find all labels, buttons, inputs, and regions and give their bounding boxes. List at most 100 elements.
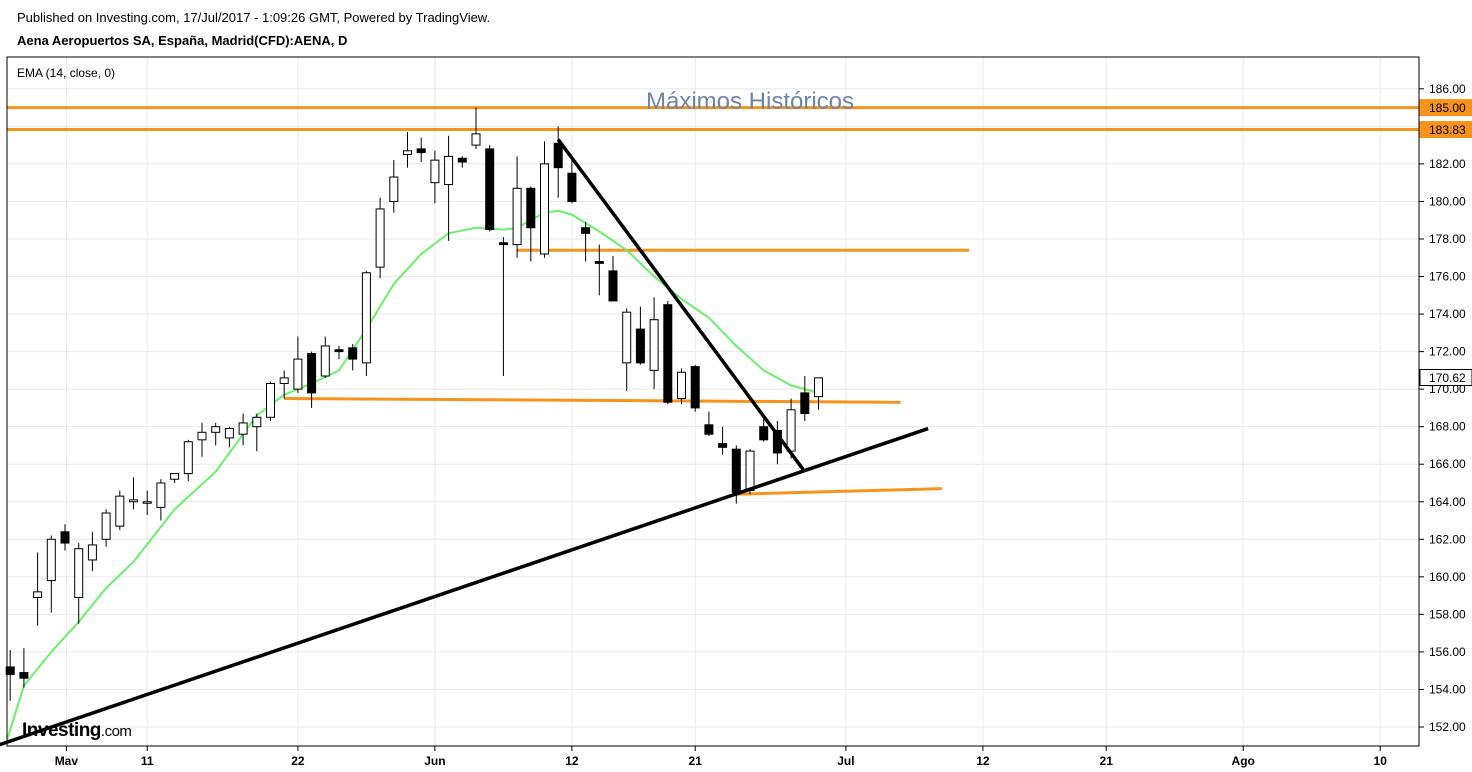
candle-down — [416, 148, 426, 154]
candle-down — [498, 242, 508, 246]
logo-suffix: .com — [100, 723, 132, 740]
candle-up — [87, 544, 97, 561]
candle-up — [389, 176, 399, 202]
y-tick-label: 178.00 — [1429, 232, 1466, 246]
price-tag-box — [1419, 121, 1472, 139]
x-tick-label: 21 — [1100, 754, 1114, 768]
price-axis: 152.00 154.00 156.00 158.00 160.00 162.00 164.… — [1419, 82, 1466, 734]
candle-down — [60, 531, 70, 544]
candle-down — [485, 148, 495, 231]
candle-down — [594, 261, 604, 264]
y-tick-label: 172.00 — [1429, 345, 1466, 359]
x-tick-label: 10 — [1374, 754, 1388, 768]
trend-lines — [0, 138, 929, 747]
candle-up — [46, 538, 56, 582]
x-tick-label: Mav — [55, 754, 79, 768]
y-tick-label: 182.00 — [1429, 157, 1466, 171]
candle-up — [279, 377, 289, 385]
y-tick-label: 162.00 — [1429, 532, 1466, 546]
y-tick-label: 186.00 — [1429, 82, 1466, 96]
candle-up — [183, 441, 193, 475]
candle-down — [690, 366, 700, 409]
price-tags: 185.00 183.83 170.62 — [1419, 99, 1472, 387]
candle-down — [800, 392, 810, 415]
price-tag-label: 185.00 — [1429, 101, 1466, 115]
candle-down — [718, 443, 728, 448]
candle-down — [334, 349, 344, 353]
candle-down — [731, 448, 741, 493]
candles — [5, 107, 823, 701]
candle-up — [74, 548, 84, 598]
candle-up — [224, 428, 234, 439]
y-tick-label: 152.00 — [1429, 720, 1466, 734]
candle-up — [622, 311, 632, 364]
y-tick-label: 180.00 — [1429, 194, 1466, 208]
ema-line — [6, 209, 819, 741]
trend-line — [556, 138, 807, 473]
trend-line — [0, 426, 929, 747]
time-axis: Mav1122Jun1221Jul1221Ago1021Sep1 — [55, 746, 1388, 768]
candle-up — [375, 208, 385, 268]
support-resistance-line — [736, 487, 942, 496]
y-tick-label: 156.00 — [1429, 645, 1466, 659]
candle-up — [211, 426, 221, 433]
price-tag-box — [1419, 369, 1472, 387]
logo-name: Investing — [22, 720, 101, 741]
y-tick-label: 160.00 — [1429, 570, 1466, 584]
y-tick-label: 166.00 — [1429, 457, 1466, 471]
y-tick-label: 176.00 — [1429, 270, 1466, 284]
candle-up — [430, 159, 440, 184]
candle-up — [170, 473, 180, 480]
annotation-label: Máximos Históricos — [646, 88, 854, 115]
candle-down — [581, 227, 591, 234]
candle-up — [677, 371, 686, 400]
candle-down — [759, 426, 769, 441]
x-tick-label: 12 — [976, 754, 990, 768]
x-tick-label: Jun — [424, 754, 445, 768]
candle-down — [608, 270, 618, 302]
candle-down — [307, 352, 317, 394]
candle-down — [663, 304, 673, 403]
x-tick-label: 22 — [291, 754, 305, 768]
x-tick-label: 11 — [141, 754, 154, 768]
support-resistance-line — [284, 397, 901, 404]
candle-up — [471, 133, 481, 146]
candle-up — [115, 495, 125, 527]
candle-up — [156, 482, 166, 508]
candle-down — [635, 328, 645, 364]
y-tick-label: 158.00 — [1429, 607, 1466, 621]
symbol-title: Aena Aeropuertos SA, España, Madrid(CFD)… — [17, 33, 348, 48]
candle-up — [252, 416, 262, 428]
price-tag-box — [1419, 99, 1472, 117]
y-tick-label: 168.00 — [1429, 420, 1466, 434]
candle-up — [293, 358, 303, 390]
candle-up — [320, 345, 330, 377]
candle-up — [129, 499, 138, 503]
candle-up — [33, 591, 43, 598]
candle-down — [19, 672, 29, 679]
candle-down — [526, 187, 536, 229]
candle-down — [553, 142, 563, 169]
x-tick-label: Ago — [1232, 754, 1255, 768]
candle-down — [704, 424, 714, 435]
x-tick-label: 21 — [689, 754, 703, 768]
candle-up — [361, 272, 371, 364]
investing-logo: Investing.com — [22, 720, 132, 742]
candle-up — [238, 422, 248, 435]
candle-up — [540, 163, 549, 255]
candle-up — [512, 187, 522, 246]
price-tag-label: 183.83 — [1429, 123, 1466, 137]
candle-up — [649, 319, 659, 371]
horizontal-lines — [7, 106, 1419, 496]
ema-layer — [6, 209, 819, 741]
candle-up — [266, 383, 275, 418]
x-tick-label: 12 — [565, 754, 579, 768]
y-tick-label: 164.00 — [1429, 495, 1466, 509]
candle-down — [567, 172, 577, 202]
published-note: Published on Investing.com, 17/Jul/2017 … — [17, 10, 491, 25]
candle-up — [142, 501, 152, 504]
y-tick-label: 174.00 — [1429, 307, 1466, 321]
candle-up — [786, 409, 796, 452]
indicator-label: EMA (14, close, 0) — [17, 66, 115, 80]
